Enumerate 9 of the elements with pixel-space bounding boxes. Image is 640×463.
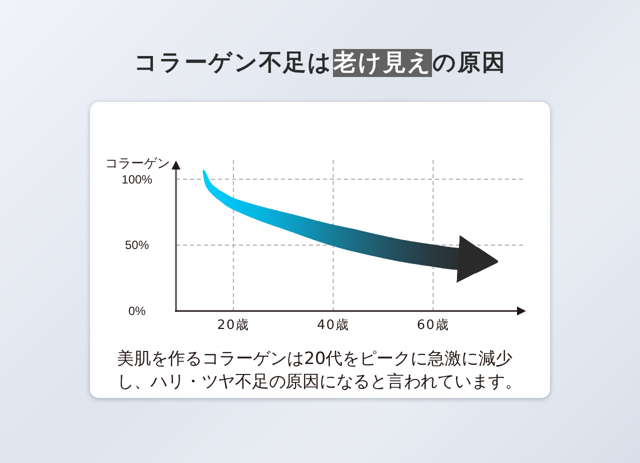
x-tick-label: 60歳	[416, 318, 450, 333]
x-tick-label: 20歳	[217, 318, 250, 333]
y-tick-label: 100%	[122, 172, 153, 186]
x-tick-label: 40歳	[317, 318, 350, 333]
y-axis-title: コラーゲン	[105, 156, 170, 172]
y-tick-label: 0%	[128, 304, 146, 318]
y-tick-label: 50%	[124, 238, 150, 252]
chart-title: コラーゲン不足は老け見えの原因	[134, 49, 506, 77]
text: 美肌を作るコラーゲンは20代をピークに急激に減少し、ハリ・ツヤ不足の原因になると言われています。	[117, 349, 522, 392]
